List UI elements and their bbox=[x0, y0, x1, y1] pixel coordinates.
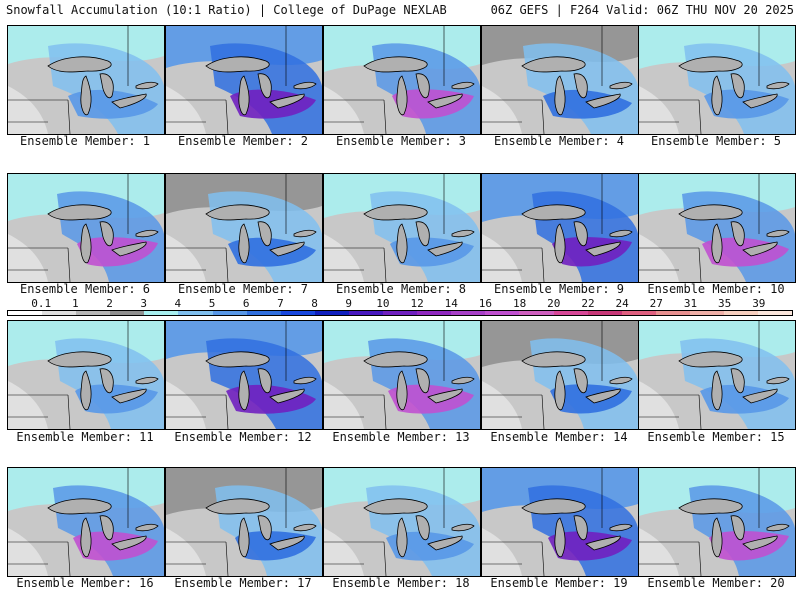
model-run-info: 06Z GEFS | F264 Valid: 06Z THU NOV 20 20… bbox=[490, 3, 794, 17]
color-scale-swatch bbox=[587, 311, 622, 315]
ensemble-panel-10 bbox=[638, 173, 796, 283]
color-scale-tick-label: 0.1 bbox=[31, 297, 52, 310]
ensemble-member-label: Ensemble Member: 2 bbox=[177, 134, 309, 148]
ensemble-member-label: Ensemble Member: 17 bbox=[174, 576, 312, 590]
ensemble-panel-19 bbox=[481, 467, 639, 577]
ensemble-panel-5 bbox=[638, 25, 796, 135]
ensemble-panel-20 bbox=[638, 467, 796, 577]
color-scale-swatch bbox=[689, 311, 724, 315]
color-scale-swatch bbox=[519, 311, 554, 315]
color-scale-tick-label: 2 bbox=[106, 297, 113, 310]
ensemble-member-label: Ensemble Member: 15 bbox=[647, 430, 785, 444]
color-scale-swatch bbox=[348, 311, 384, 315]
color-scale-tick-label: 7 bbox=[277, 297, 284, 310]
color-scale-tick-label: 4 bbox=[174, 297, 182, 310]
color-scale-tick-label: 9 bbox=[345, 297, 353, 310]
ensemble-panel-9 bbox=[481, 173, 639, 283]
ensemble-member-label: Ensemble Member: 3 bbox=[335, 134, 467, 148]
color-scale-swatch bbox=[553, 311, 588, 315]
color-scale-swatch bbox=[383, 311, 418, 315]
ensemble-panel-8 bbox=[323, 173, 481, 283]
color-scale-swatch bbox=[485, 311, 520, 315]
ensemble-member-label: Ensemble Member: 11 bbox=[16, 430, 154, 444]
ensemble-member-label: Ensemble Member: 16 bbox=[16, 576, 154, 590]
color-scale-tick-label: 10 bbox=[376, 297, 390, 310]
color-scale-tick-label: 8 bbox=[311, 297, 318, 310]
color-scale-tick-label: 35 bbox=[718, 297, 732, 310]
color-scale-tick-label: 14 bbox=[444, 297, 458, 310]
color-scale-bar bbox=[7, 310, 793, 316]
color-scale-tick-label: 27 bbox=[649, 297, 663, 310]
ensemble-panel-3 bbox=[323, 25, 481, 135]
ensemble-panel-14 bbox=[481, 320, 639, 430]
color-scale-tick-label: 22 bbox=[581, 297, 595, 310]
color-scale-swatch bbox=[8, 311, 43, 315]
color-scale-tick-label: 3 bbox=[140, 297, 147, 310]
ensemble-member-label: Ensemble Member: 4 bbox=[493, 134, 625, 148]
ensemble-panel-11 bbox=[7, 320, 165, 430]
color-scale-tick-label: 5 bbox=[208, 297, 216, 310]
color-scale-swatch bbox=[655, 311, 690, 315]
color-scale-swatch bbox=[417, 311, 452, 315]
color-scale-tick-label: 20 bbox=[547, 297, 561, 310]
page-title: Snowfall Accumulation (10:1 Ratio) | Col… bbox=[6, 3, 447, 17]
ensemble-member-label: Ensemble Member: 10 bbox=[647, 282, 785, 296]
ensemble-member-label: Ensemble Member: 8 bbox=[335, 282, 467, 296]
color-scale-swatch bbox=[110, 311, 145, 315]
color-scale-legend: 0.1 1 2 3 4 5 6 7 8 9 10 12 14 16 18 20 22 24 27 31 35 39 bbox=[7, 297, 793, 316]
color-scale-tick-label: 6 bbox=[242, 297, 250, 310]
color-scale-swatch bbox=[621, 311, 656, 315]
color-scale-swatch bbox=[144, 311, 179, 315]
color-scale-swatch bbox=[178, 311, 213, 315]
ensemble-member-label: Ensemble Member: 1 bbox=[19, 134, 151, 148]
ensemble-member-label: Ensemble Member: 13 bbox=[332, 430, 470, 444]
ensemble-panel-12 bbox=[165, 320, 323, 430]
ensemble-member-label: Ensemble Member: 20 bbox=[647, 576, 785, 590]
ensemble-member-label: Ensemble Member: 18 bbox=[332, 576, 470, 590]
color-scale-swatch bbox=[76, 311, 111, 315]
ensemble-panel-17 bbox=[165, 467, 323, 577]
ensemble-member-label: Ensemble Member: 14 bbox=[490, 430, 628, 444]
ensemble-member-label: Ensemble Member: 5 bbox=[650, 134, 782, 148]
color-scale-swatch bbox=[246, 311, 281, 315]
color-scale-tick-label: 1 bbox=[72, 297, 79, 310]
color-scale-swatch bbox=[451, 311, 486, 315]
color-scale-tick-label: 31 bbox=[683, 297, 698, 310]
ensemble-panel-2 bbox=[165, 25, 323, 135]
ensemble-member-label: Ensemble Member: 19 bbox=[490, 576, 628, 590]
ensemble-panel-16 bbox=[7, 467, 165, 577]
color-scale-tick-label: 39 bbox=[752, 297, 766, 310]
ensemble-panel-4 bbox=[481, 25, 639, 135]
ensemble-panel-1 bbox=[7, 25, 165, 135]
ensemble-panel-6 bbox=[7, 173, 165, 283]
ensemble-member-label: Ensemble Member: 9 bbox=[493, 282, 625, 296]
ensemble-member-label: Ensemble Member: 12 bbox=[174, 430, 312, 444]
ensemble-panel-15 bbox=[638, 320, 796, 430]
ensemble-member-label: Ensemble Member: 6 bbox=[19, 282, 151, 296]
color-scale-swatch bbox=[280, 311, 315, 315]
ensemble-panel-13 bbox=[323, 320, 481, 430]
color-scale-swatch bbox=[723, 311, 759, 315]
color-scale-tick-label: 16 bbox=[478, 297, 493, 310]
color-scale-tick-label: 12 bbox=[410, 297, 424, 310]
color-scale-swatch bbox=[758, 311, 793, 315]
color-scale-swatch bbox=[314, 311, 349, 315]
color-scale-tick-label: 18 bbox=[512, 297, 527, 310]
ensemble-panel-18 bbox=[323, 467, 481, 577]
color-scale-swatch bbox=[42, 311, 77, 315]
color-scale-swatch bbox=[212, 311, 247, 315]
color-scale-tick-label: 24 bbox=[615, 297, 629, 310]
ensemble-panel-7 bbox=[165, 173, 323, 283]
ensemble-member-label: Ensemble Member: 7 bbox=[177, 282, 309, 296]
